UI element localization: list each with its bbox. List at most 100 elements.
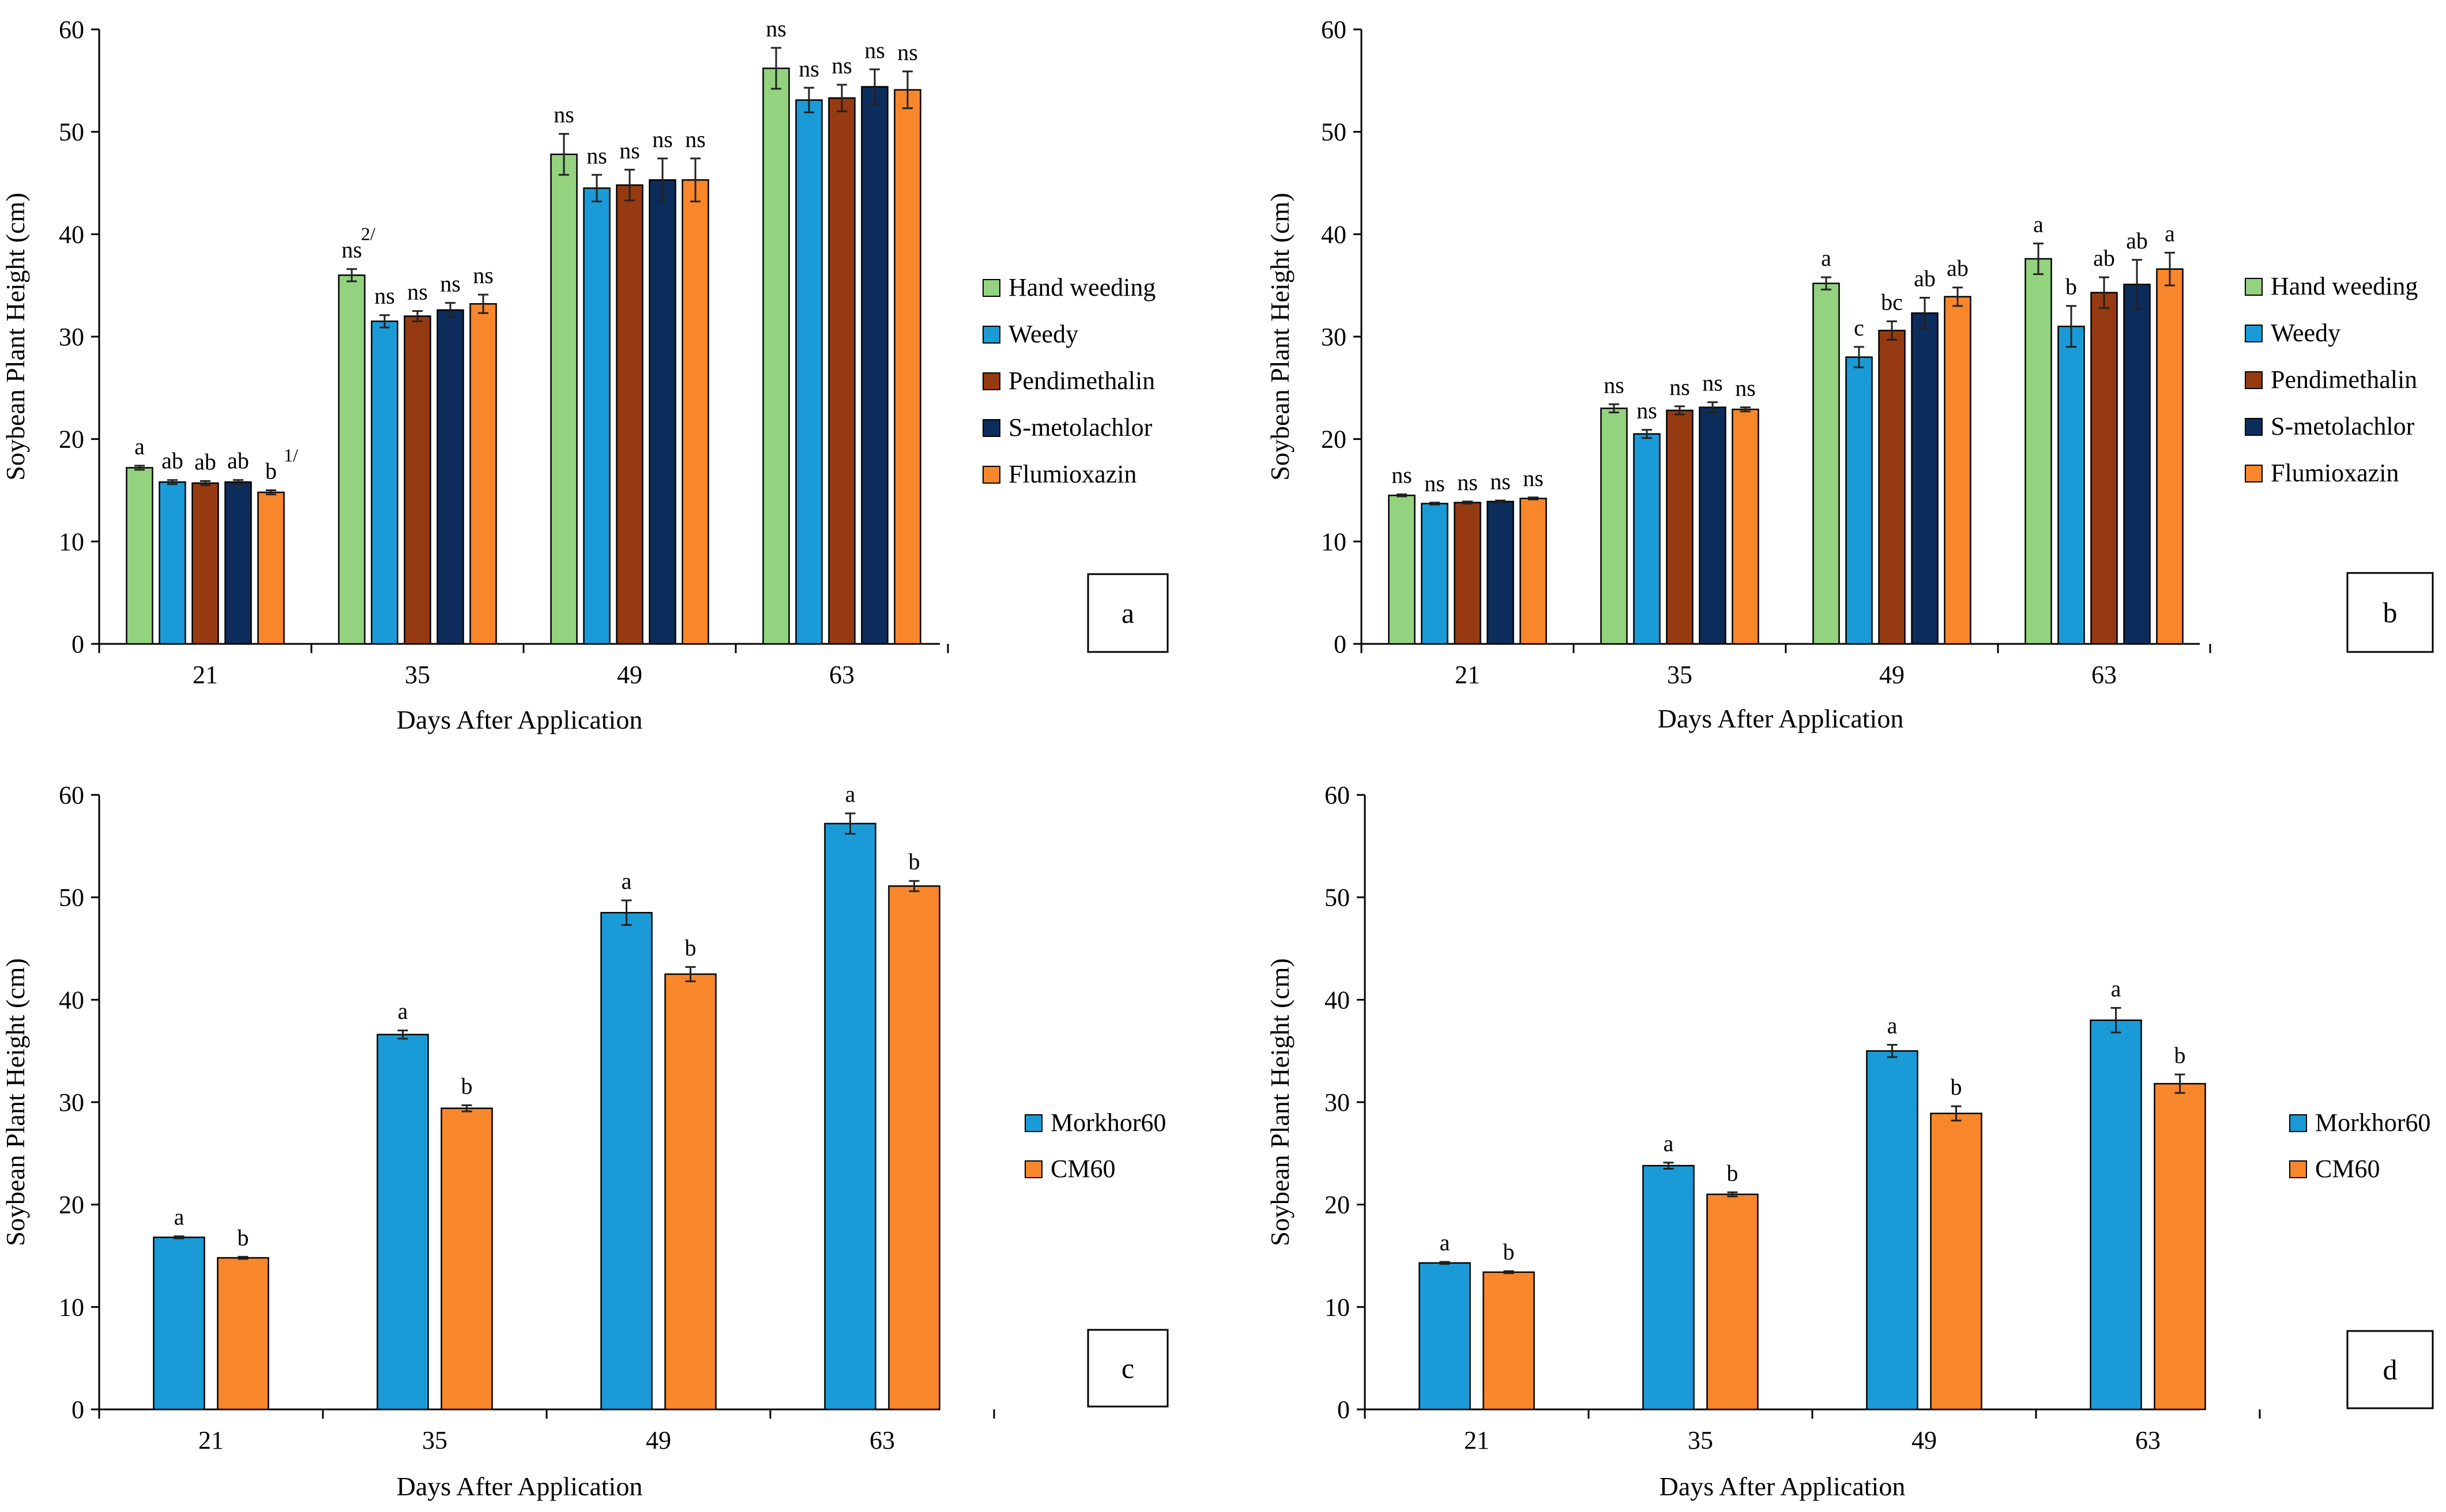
significance-label: b — [685, 934, 697, 960]
y-tick-label: 30 — [59, 323, 84, 351]
error-bar — [1503, 1270, 1514, 1275]
x-tick-label: 35 — [422, 1426, 447, 1454]
significance-label: ab — [1914, 265, 1936, 291]
bar-s-metolachlor — [436, 309, 464, 645]
bar-cm60 — [217, 1257, 269, 1411]
bar-morkhor60 — [1642, 1164, 1695, 1411]
significance-label: b — [2065, 274, 2077, 300]
error-bar — [1952, 286, 1963, 307]
significance-label: ns — [1424, 470, 1445, 496]
significance-label: a — [174, 1204, 185, 1230]
error-bar — [134, 465, 145, 471]
significance-label: a — [622, 868, 632, 894]
significance-label: ns — [1604, 372, 1624, 398]
error-bar — [2174, 1073, 2185, 1094]
panel-label: b — [2383, 597, 2398, 629]
chart-panel-b: 0 10 20 30 40 50 60 21 35 49 63 Days After Applicat… — [1265, 16, 2434, 733]
x-axis-title: Days After Application — [397, 705, 643, 734]
significance-label: ab — [2126, 228, 2148, 254]
x-tick-label: 49 — [646, 1426, 671, 1454]
legend-swatch — [2245, 418, 2263, 436]
significance-label: ns — [652, 126, 673, 152]
bar-pendimethalin — [191, 482, 219, 645]
error-bar — [445, 301, 456, 318]
significance-label: ns — [619, 137, 640, 163]
bar-hand-weeding — [338, 274, 366, 645]
bar-hand-weeding — [126, 467, 153, 645]
y-axis-title: Soybean Plant Height (cm) — [1265, 193, 1295, 481]
error-bar — [621, 899, 632, 926]
bar-flumioxazin — [2156, 268, 2184, 645]
error-bar — [909, 880, 920, 892]
legend-label: Morkhor60 — [1051, 1108, 1166, 1137]
error-bar — [1854, 346, 1864, 368]
chart-panel-a: 0 10 20 30 40 50 60 21 35 49 63 Days After Applicat… — [1, 16, 1169, 734]
y-tick-label: 60 — [59, 16, 84, 44]
x-tick-label: 21 — [193, 661, 218, 689]
y-tick-label: 50 — [59, 118, 84, 146]
y-tick-label: 50 — [1321, 118, 1346, 146]
significance-label: ns — [897, 39, 918, 65]
legend-swatch — [2245, 325, 2263, 342]
bar-morkhor60 — [824, 823, 876, 1411]
significance-label: a — [1821, 245, 1831, 271]
significance-label: ns — [1702, 370, 1723, 396]
y-tick-label: 0 — [1334, 630, 1346, 658]
bar-pendimethalin — [1878, 330, 1906, 645]
x-tick-label: 21 — [198, 1426, 224, 1454]
y-tick-label: 20 — [1321, 425, 1346, 454]
bar-cm60 — [888, 885, 940, 1411]
bar-morkhor60 — [377, 1034, 429, 1411]
significance-label: a — [134, 433, 145, 459]
bar-morkhor60 — [1866, 1050, 1918, 1411]
y-tick-label: 0 — [1337, 1396, 1350, 1424]
legend: Morkhor60 CM60 — [2289, 1108, 2430, 1183]
x-tick-label: 63 — [2135, 1426, 2161, 1454]
error-bar — [1920, 296, 1930, 330]
error-bar — [397, 1030, 408, 1040]
bar-pendimethalin — [1454, 502, 1481, 645]
error-bar — [238, 1255, 249, 1260]
bar-cm60 — [1706, 1193, 1759, 1411]
significance-label: ns — [1490, 468, 1511, 494]
y-axis-title: Soybean Plant Height (cm) — [1, 193, 30, 481]
error-bar — [657, 157, 668, 202]
bar-s-metolachlor — [224, 481, 252, 645]
error-bar — [1674, 405, 1685, 416]
significance-label: ns — [1669, 374, 1690, 400]
error-bar — [1727, 1191, 1738, 1197]
y-tick-label: 0 — [72, 630, 84, 658]
significance-label: ns — [1523, 465, 1544, 491]
significance-label: b — [1727, 1160, 1738, 1186]
bar-weedy — [2057, 325, 2085, 645]
significance-label: a — [398, 998, 408, 1024]
significance-label: ab — [227, 448, 249, 474]
error-bar — [1740, 406, 1751, 413]
legend-swatch — [983, 279, 1000, 297]
error-bar — [200, 480, 210, 487]
significance-label: ns — [799, 55, 819, 81]
bar-s-metolachlor — [861, 86, 889, 645]
legend-label: Flumioxazin — [1008, 460, 1137, 488]
significance-label: ns — [864, 37, 885, 63]
bar-cm60 — [441, 1107, 493, 1411]
y-tick-label: 20 — [59, 1191, 84, 1219]
bar-flumioxazin — [257, 491, 285, 645]
bar-weedy — [159, 481, 186, 645]
bar-s-metolachlor — [1699, 406, 1726, 645]
error-bar — [1439, 1261, 1450, 1265]
error-bar — [412, 310, 423, 322]
y-axis-title: Soybean Plant Height (cm) — [1, 958, 30, 1246]
bar-s-metolachlor — [649, 179, 676, 645]
error-bar — [1951, 1105, 1962, 1122]
y-tick-label: 40 — [1321, 220, 1346, 248]
legend-swatch — [983, 326, 1000, 344]
panel-label: c — [1122, 1352, 1134, 1385]
legend-label: Pendimethalin — [2271, 365, 2417, 394]
significance-label: ns — [1636, 398, 1657, 424]
error-bar — [592, 174, 602, 202]
bar-flumioxazin — [1519, 497, 1547, 645]
legend-swatch — [983, 372, 1000, 390]
y-tick-label: 40 — [1324, 986, 1350, 1014]
bar-weedy — [1633, 433, 1661, 645]
